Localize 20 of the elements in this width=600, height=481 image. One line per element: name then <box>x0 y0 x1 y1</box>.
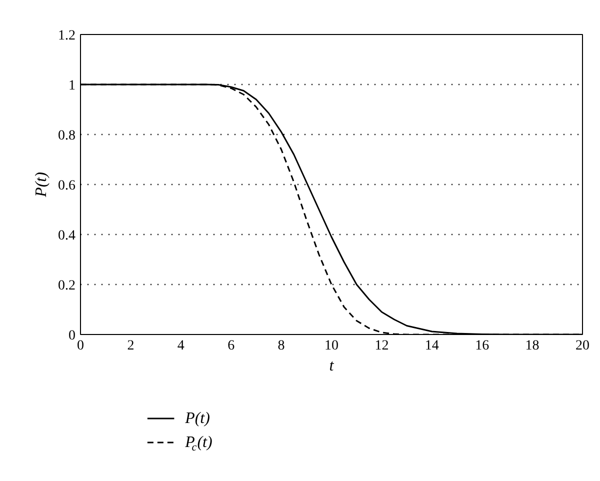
legend-label: P(t) <box>184 410 210 427</box>
y-tick-label: 0.4 <box>58 228 76 244</box>
x-tick-label: 18 <box>525 338 540 354</box>
x-tick-label: 8 <box>278 338 285 354</box>
x-tick-label: 20 <box>576 338 590 354</box>
x-tick-label: 4 <box>177 338 184 354</box>
x-tick-label: 12 <box>374 338 389 354</box>
y-tick-label: 0.6 <box>58 178 76 194</box>
y-tick-label: 0 <box>68 328 76 344</box>
x-tick-label: 2 <box>127 338 134 354</box>
y-tick-label: 0.8 <box>58 128 76 144</box>
y-tick-label: 0.2 <box>58 278 76 294</box>
x-tick-label: 6 <box>228 338 235 354</box>
x-tick-label: 14 <box>424 338 439 354</box>
y-tick-label: 1 <box>68 78 76 94</box>
x-tick-label: 16 <box>475 338 490 354</box>
y-axis-title: P(t) <box>33 172 50 198</box>
y-tick-label: 1.2 <box>58 28 76 44</box>
x-axis-title: t <box>329 358 334 374</box>
x-tick-label: 10 <box>324 338 338 354</box>
